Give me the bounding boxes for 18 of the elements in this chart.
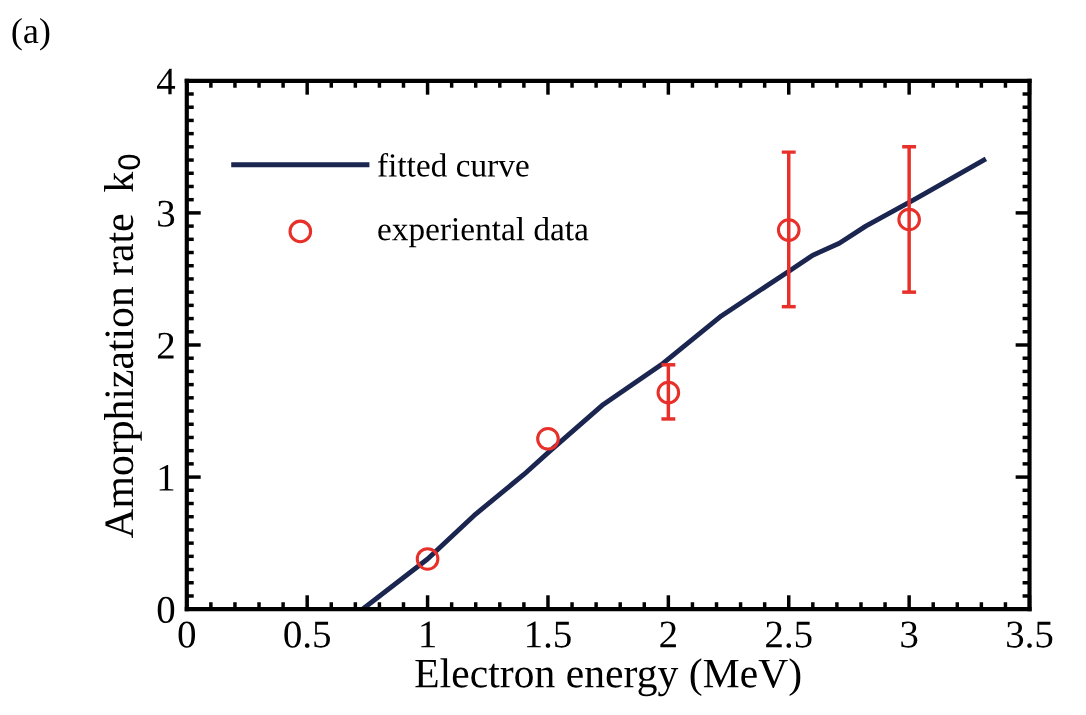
x-tick-label: 3.5 [1007, 621, 1053, 648]
x-tick-label: 2.5 [766, 621, 812, 648]
x-tick-label: 0.5 [284, 621, 330, 648]
x-axis-title: Electron energy (MeV) [415, 658, 801, 697]
y-tick-label: 2 [157, 332, 174, 359]
legend-label: fitted curve [378, 152, 529, 177]
chart-title: (a) [12, 17, 50, 51]
x-tick-label: 1.5 [527, 621, 571, 648]
y-tick-label: 3 [158, 200, 175, 227]
x-tick-label: 1 [421, 621, 435, 648]
x-tick-label: 0 [178, 621, 196, 648]
y-tick-label: 1 [159, 464, 174, 491]
x-tick-label: 2 [660, 621, 676, 648]
y-tick-label: 4 [157, 68, 176, 95]
y-axis-title: Amorphization rate k$_{0}$ [104, 154, 142, 539]
x-tick-label: 3 [901, 621, 918, 648]
y-tick-label: 0 [157, 596, 175, 624]
legend-label: experiental data [378, 217, 589, 248]
